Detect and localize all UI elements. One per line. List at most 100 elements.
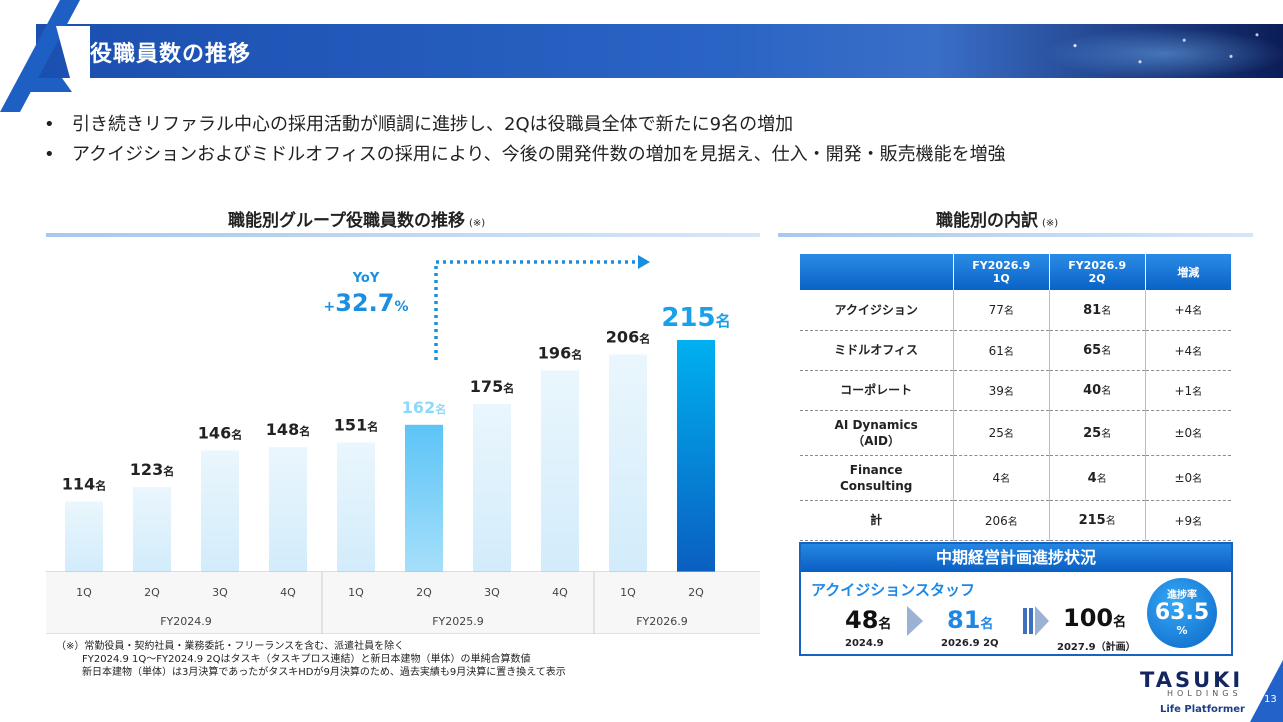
chevron-right-icon: [907, 606, 923, 636]
brand-logo: TASUKI: [1140, 668, 1244, 692]
cell-unit: 名: [1192, 306, 1203, 318]
cell-value: 25: [1083, 425, 1102, 441]
table-cell-diff: ±0名: [1144, 410, 1231, 456]
cell-unit: 名: [1000, 474, 1011, 485]
cell-value: +4: [1174, 303, 1193, 318]
bar-label-3: 148名: [266, 420, 310, 439]
plan-value-2027: 100名: [1063, 604, 1126, 632]
table-row: Finance Consulting 4名 4名 ±0名: [799, 455, 1231, 501]
cell-value: 40: [1083, 383, 1102, 398]
table-cell-label: アクイジション: [799, 290, 954, 331]
plan-title: 中期経営計画進捗状況: [801, 544, 1231, 572]
x-axis-band: [46, 572, 760, 634]
page-title: 役職員数の推移: [90, 42, 252, 67]
cell-unit: 名: [1003, 429, 1014, 440]
chart-title-text: 職能別グループ役職員数の推移: [228, 211, 465, 231]
cell-value: 4: [1087, 470, 1097, 486]
cell-value: 計: [870, 513, 883, 527]
group-label: FY2025.9: [432, 615, 484, 628]
progress-label: 進捗率: [1167, 590, 1197, 601]
table-cell-q2: 4名: [1048, 455, 1146, 501]
table-cell-q2: 65名: [1048, 330, 1146, 371]
bar-label-8: 206名: [606, 327, 650, 346]
bar-label-5: 162名: [402, 398, 446, 417]
cell-value: 65: [1083, 343, 1102, 358]
table-cell-diff: +1名: [1144, 370, 1231, 411]
table-cell-q1: 39名: [952, 370, 1050, 411]
chart-title-note: (※): [468, 218, 486, 229]
table-cell-diff: +4名: [1144, 290, 1231, 331]
cell-unit: 名: [1101, 346, 1112, 357]
cell-value: 39: [988, 383, 1004, 398]
bar-2: [201, 450, 239, 572]
table-cell-label: 計: [799, 500, 954, 541]
progress-value: 63.5: [1154, 600, 1210, 625]
yoy-connector: [434, 260, 640, 360]
x-tick-label: 4Q: [280, 586, 296, 599]
cell-unit: 名: [1003, 306, 1014, 318]
cell-unit: 名: [1007, 516, 1018, 528]
table-cell-q1: 77名: [952, 290, 1050, 331]
x-tick-label: 3Q: [212, 586, 228, 599]
plan-value-2024: 48名: [845, 606, 891, 634]
cell-unit: 名: [1192, 386, 1203, 398]
footnote-line: 新日本建物（単体）は3月決算であったがタスキHDが9月決算のため、過去実績も9月…: [82, 667, 566, 678]
table-row: コーポレート 39名 40名 +1名: [799, 370, 1231, 411]
cell-unit: 名: [1192, 346, 1203, 358]
table-cell-label: コーポレート: [799, 370, 954, 411]
cell-unit: 名: [1101, 386, 1112, 397]
plan-subtitle: アクイジションスタッフ: [811, 581, 975, 599]
cell-value: Finance Consulting: [839, 462, 913, 493]
cell-unit: 名: [1192, 474, 1203, 485]
cell-value: アクイジション: [834, 302, 918, 317]
brand-tagline: Life Platformer: [1160, 704, 1245, 715]
midterm-plan-panel: 中期経営計画進捗状況 アクイジションスタッフ 48名 2024.9 81名 20…: [799, 542, 1233, 656]
table-cell-diff: +9名: [1144, 500, 1231, 541]
x-tick-label: 2Q: [416, 586, 432, 599]
bar-label-1: 123名: [130, 460, 174, 479]
chart-section-title: 職能別グループ役職員数の推移 (※): [228, 206, 485, 231]
cell-unit: 名: [1003, 346, 1014, 358]
breakdown-title-text: 職能別の内訳: [936, 211, 1038, 231]
table-header-q2: FY2026.9 2Q: [1048, 254, 1146, 290]
bar-4: [337, 442, 375, 572]
plan-caption-2026: 2026.9 2Q: [941, 638, 999, 649]
plan-value-number: 81: [947, 606, 981, 634]
table-cell-label: AI Dynamics （AID）: [799, 410, 954, 456]
header-starfield: [1023, 24, 1283, 78]
bar-6: [473, 404, 511, 572]
cell-unit: 名: [1192, 429, 1203, 440]
table-cell-q1: 61名: [952, 330, 1050, 371]
x-tick-label: 4Q: [552, 586, 568, 599]
bar-8: [609, 354, 647, 572]
cell-unit: 名: [1003, 386, 1014, 398]
plan-value-unit: 名: [1113, 615, 1127, 630]
x-tick-label: 2Q: [144, 586, 160, 599]
summary-bullets: 引き続きリファラル中心の採用活動が順調に進捗し、2Qは役職員全体で新たに9名の増…: [44, 110, 1006, 170]
table-header-row: FY2026.9 1Q FY2026.9 2Q 増減: [799, 254, 1231, 290]
plan-value-unit: 名: [980, 617, 994, 632]
yoy-arrowhead-icon: [638, 255, 650, 269]
x-tick-label: 3Q: [484, 586, 500, 599]
bar-label-7: 196名: [538, 343, 582, 362]
cell-value: ±0: [1174, 426, 1193, 440]
yoy-value: +32.7%: [324, 289, 409, 317]
breakdown-table: FY2026.9 1Q FY2026.9 2Q 増減 アクイジション 77名 81名…: [799, 254, 1231, 541]
cell-value: 77: [988, 303, 1004, 318]
table-cell-diff: ±0名: [1144, 455, 1231, 501]
table-row: ミドルオフィス 61名 65名 +4名: [799, 330, 1231, 371]
x-tick-label: 1Q: [620, 586, 636, 599]
group-label: FY2024.9: [160, 615, 212, 628]
breakdown-section-underline: [778, 233, 1253, 237]
header-bar: [36, 24, 1283, 78]
bar-3: [269, 447, 307, 572]
plan-value-unit: 名: [878, 617, 892, 632]
table-header-blank: [799, 254, 954, 290]
page-number: 13: [1264, 694, 1277, 705]
plan-caption-2027: 2027.9（計画）: [1057, 642, 1136, 653]
plan-value-number: 48: [845, 606, 879, 634]
table-cell-q2: 25名: [1048, 410, 1146, 456]
table-cell-diff: +4名: [1144, 330, 1231, 371]
cell-value: AI Dynamics （AID）: [834, 417, 918, 448]
footnote-line: FY2024.9 1Q～FY2024.9 2Qはタスキ（タスキプロス連結）と新日…: [82, 654, 531, 665]
